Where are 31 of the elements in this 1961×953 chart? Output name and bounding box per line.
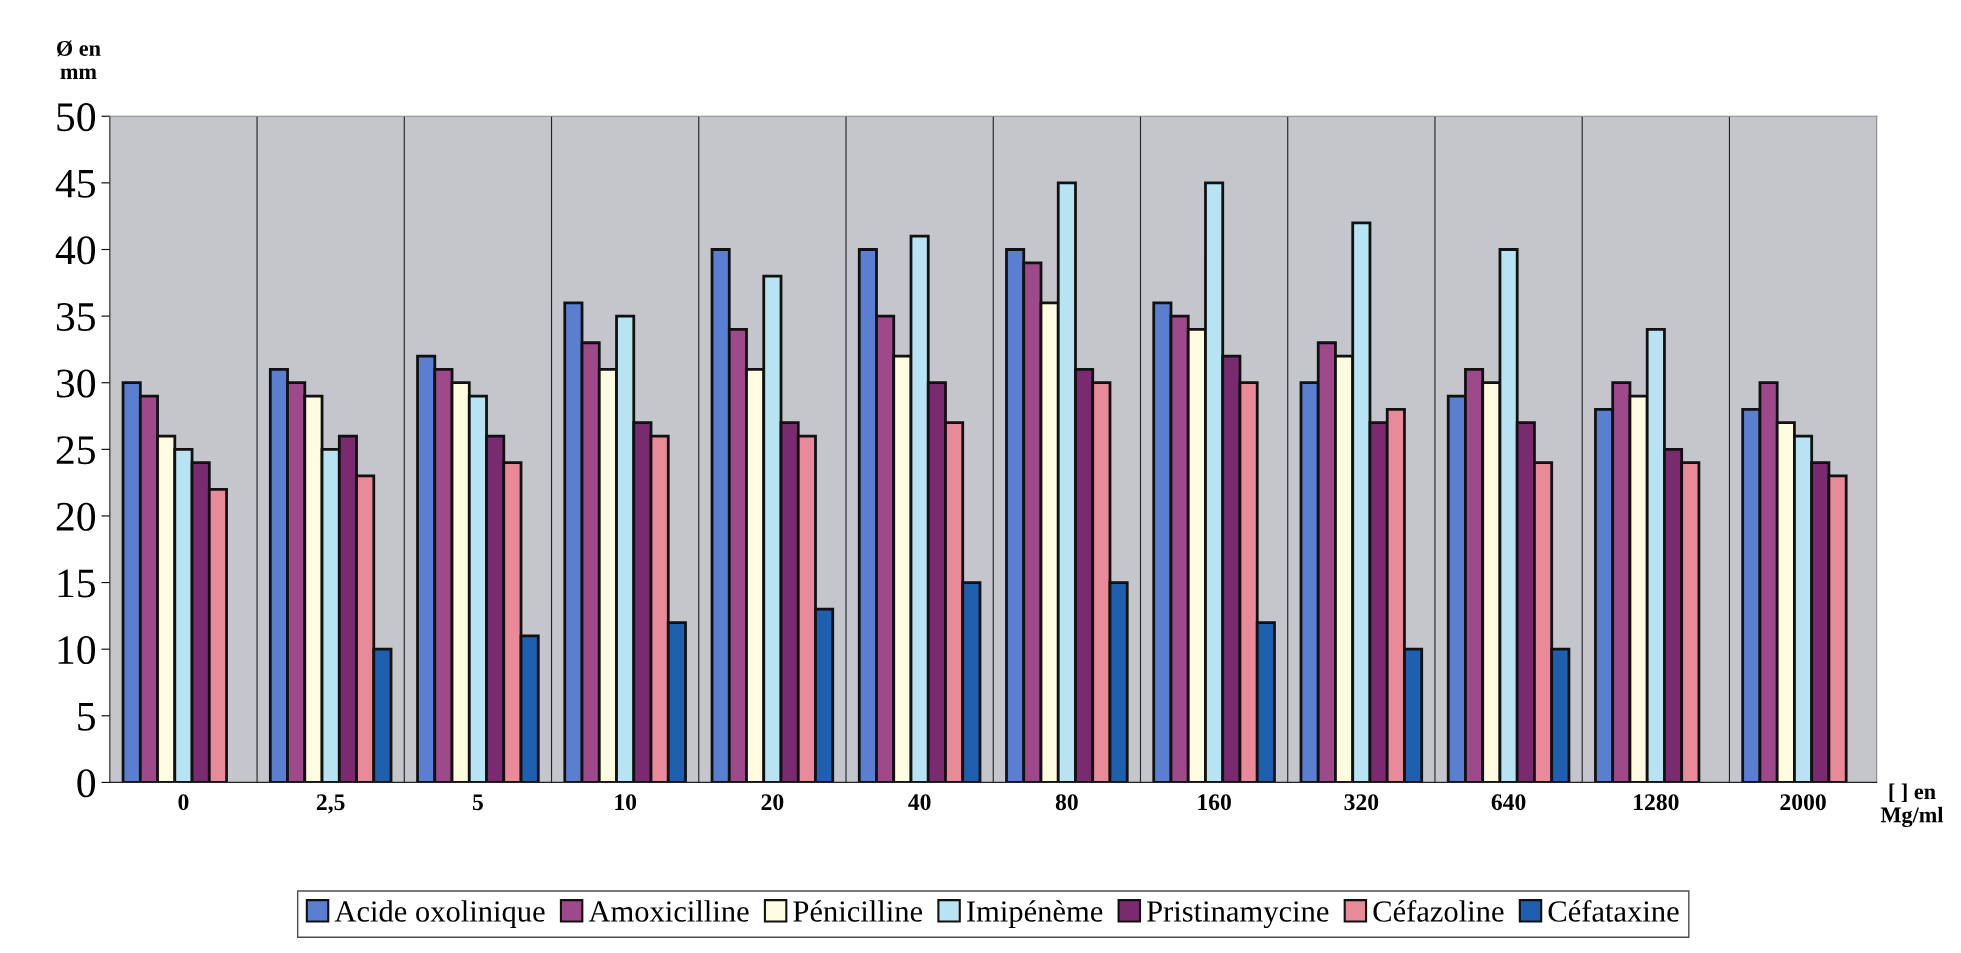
y-tick-label: 30 — [56, 369, 96, 398]
x-tick-label: 10 — [615, 794, 637, 811]
legend-label: Céfazoline — [1373, 899, 1504, 922]
legend-label: Pristinamycine — [1146, 901, 1329, 929]
x-tick-label: 5 — [472, 794, 483, 811]
x-tick-label: 80 — [1055, 794, 1078, 811]
x-tick-label: 320 — [1344, 794, 1379, 811]
x-tick-label: 2,5 — [316, 794, 345, 814]
y-tick-label: 10 — [58, 635, 96, 665]
legend-label: Pénicilline — [793, 900, 923, 922]
legend-label: Acide oxolinique — [334, 900, 545, 929]
y-tick-label: 35 — [56, 302, 95, 331]
y-tick-label: 25 — [56, 436, 95, 465]
x-tick-label: 0 — [178, 794, 189, 811]
x-tick-label: 40 — [908, 794, 931, 811]
y-tick-label: 15 — [58, 569, 95, 598]
y-tick-label: 5 — [78, 702, 95, 731]
x-axis-title: [ ] en Mg/ml — [1880, 783, 1944, 828]
x-tick-label: 20 — [761, 794, 784, 811]
y-tick-label: 50 — [57, 103, 96, 132]
x-tick-label: 1280 — [1634, 794, 1679, 811]
y-axis-title: Ø en mm — [57, 40, 101, 79]
legend-label: Imipénème — [966, 900, 1103, 929]
legend-label: Amoxicilline — [588, 900, 749, 922]
y-tick-label: 40 — [55, 236, 96, 265]
x-tick-label: 2000 — [1780, 794, 1826, 811]
x-tick-label: 160 — [1198, 794, 1231, 811]
y-tick-label: 45 — [55, 169, 95, 198]
y-tick-label: 20 — [56, 502, 96, 531]
legend-label: Céfataxine — [1548, 899, 1679, 922]
x-tick-label: 640 — [1491, 794, 1526, 811]
